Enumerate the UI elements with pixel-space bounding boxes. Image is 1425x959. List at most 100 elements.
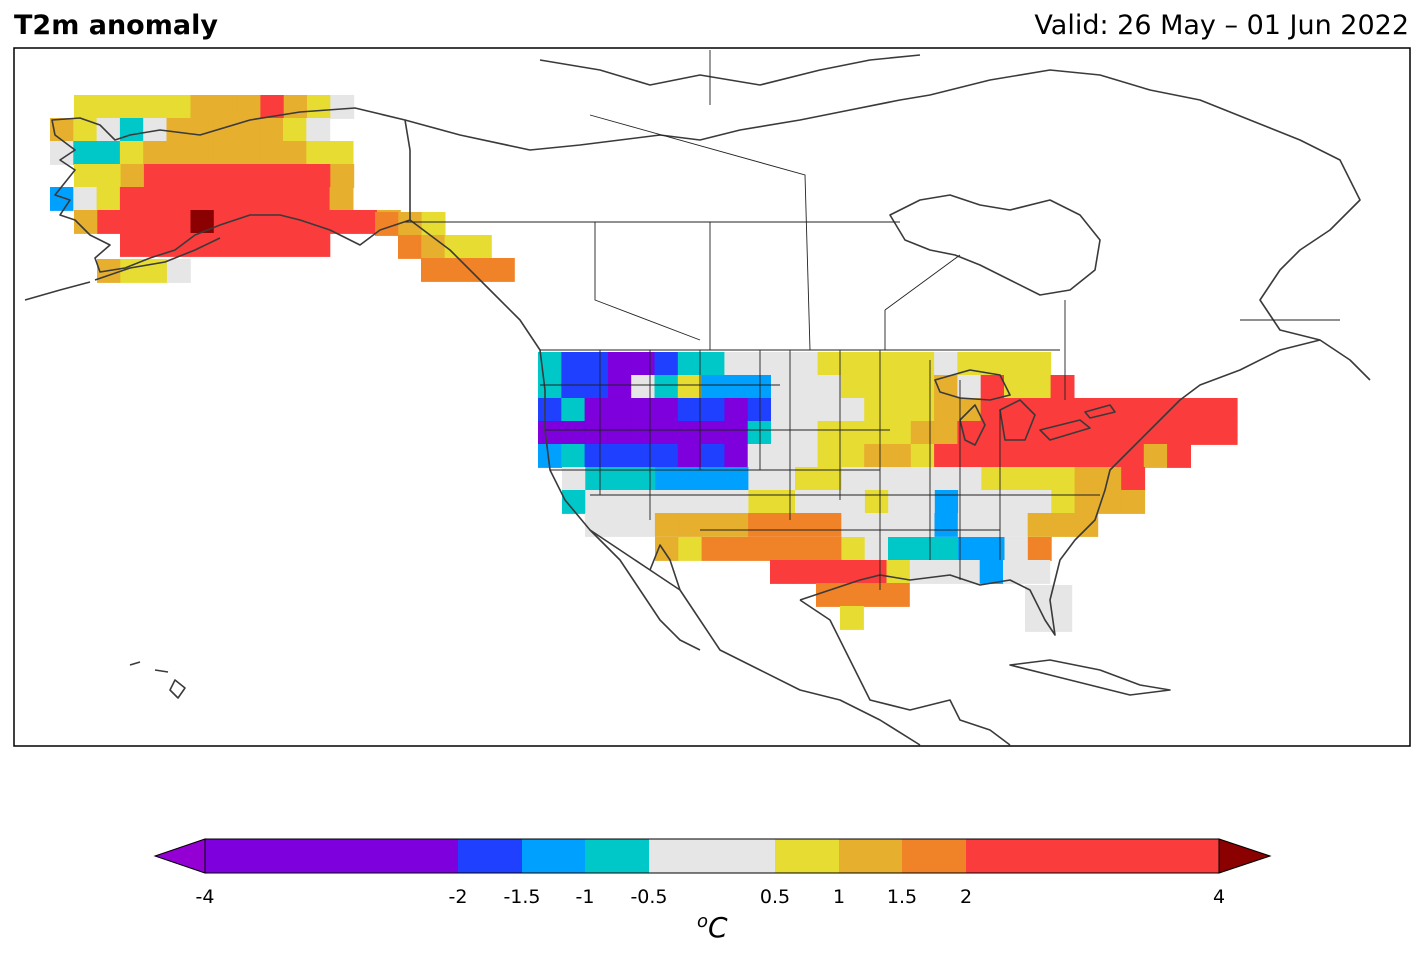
anomaly-cell (607, 352, 632, 376)
anomaly-cell (50, 187, 74, 211)
colorbar-unit-label: oC (697, 911, 728, 944)
anomaly-cell (818, 513, 842, 537)
anomaly-cell (817, 421, 842, 445)
anomaly-cell (1073, 444, 1098, 468)
anomaly-cell (584, 421, 609, 445)
anomaly-cell (143, 233, 168, 257)
anomaly-cell (910, 375, 935, 399)
anomaly-cell (1051, 513, 1075, 537)
colorbar-tick-label: -4 (196, 886, 215, 908)
colorbar-segment (205, 839, 458, 873)
anomaly-cell (840, 398, 865, 422)
anomaly-cell (887, 444, 912, 468)
anomaly-cell (283, 210, 308, 234)
colorbar-segment (839, 839, 902, 873)
anomaly-cell (74, 164, 98, 188)
anomaly-cell (1028, 490, 1052, 514)
colorbar-frame (204, 838, 1220, 874)
anomaly-cell (654, 421, 679, 445)
anomaly-cell (538, 375, 562, 399)
anomaly-cell (1027, 398, 1052, 422)
anomaly-cell (655, 467, 680, 491)
colorbar-segment (585, 839, 649, 873)
anomaly-cell (839, 560, 864, 584)
anomaly-cell (724, 421, 749, 445)
anomaly-cell (748, 513, 772, 537)
anomaly-cell (283, 95, 308, 119)
colorbar-tick-label: 2 (960, 886, 972, 908)
anomaly-cell (585, 490, 610, 514)
anomaly-cell (444, 258, 469, 282)
anomaly-cell (1050, 398, 1075, 422)
anomaly-cell (981, 513, 1005, 537)
anomaly-cell (330, 95, 355, 119)
anomaly-cell (840, 375, 865, 399)
anomaly-cell (306, 141, 331, 165)
anomaly-cell (213, 187, 237, 211)
anomaly-cell (1004, 490, 1029, 514)
anomaly-cell (120, 95, 145, 119)
anomaly-cell (771, 467, 796, 491)
anomaly-cell (444, 235, 469, 259)
anomaly-cell (840, 444, 865, 468)
anomaly-cell (1027, 537, 1052, 561)
anomaly-cell (701, 375, 725, 399)
anomaly-cell (421, 212, 446, 236)
anomaly-cell (50, 141, 74, 165)
anomaly-cell (887, 352, 912, 376)
anomaly-cell (631, 513, 656, 537)
anomaly-cell (1190, 398, 1215, 422)
anomaly-cell (538, 398, 562, 422)
anomaly-cell (236, 187, 261, 211)
anomaly-cell (957, 421, 982, 445)
anomaly-cell (307, 164, 331, 188)
anomaly-cell (1027, 352, 1052, 376)
anomaly-cell (840, 352, 865, 376)
anomaly-cell (794, 444, 819, 468)
anomaly-cell (795, 490, 819, 514)
anomaly-cell (911, 537, 936, 561)
anomaly-cell (561, 375, 586, 399)
anomaly-cell (1073, 398, 1098, 422)
anomaly-cell (421, 235, 446, 259)
colorbar-tick-label: -2 (449, 886, 468, 908)
colorbar-tick-label: -0.5 (630, 886, 667, 908)
anomaly-cell (888, 467, 913, 491)
anomaly-cell (771, 352, 795, 376)
anomaly-cell (631, 398, 656, 422)
anomaly-cell (1120, 398, 1145, 422)
anomaly-cell (467, 258, 492, 282)
colorbar: -4 -2 -1.5 -1 -0.5 0.5 1 1.5 2 4 (153, 838, 1272, 908)
anomaly-cell (190, 164, 215, 188)
anomaly-cell (236, 141, 261, 165)
anomaly-cell (678, 537, 703, 561)
anomaly-cell (1028, 467, 1052, 491)
anomaly-cell (562, 467, 586, 491)
anomaly-cell (885, 583, 910, 607)
anomaly-cell (490, 258, 515, 282)
anomaly-cell (607, 421, 632, 445)
anomaly-cell (584, 444, 609, 468)
anomaly-cell (120, 233, 144, 257)
anomaly-cell (864, 421, 889, 445)
anomaly-cell (330, 164, 355, 188)
anomaly-cell (887, 421, 912, 445)
colorbar-extend-low (153, 838, 206, 874)
anomaly-cell (237, 164, 261, 188)
anomaly-grid (50, 95, 1238, 632)
anomaly-cell (237, 210, 261, 234)
anomaly-cell (725, 467, 749, 491)
anomaly-cell (677, 444, 702, 468)
anomaly-cell (631, 375, 656, 399)
anomaly-cell (934, 490, 959, 514)
anomaly-cell (887, 513, 912, 537)
anomaly-cell (817, 398, 842, 422)
anomaly-cell (1004, 537, 1029, 561)
anomaly-cell (1167, 398, 1191, 422)
anomaly-cell (306, 118, 331, 142)
colorbar-tick-label: 0.5 (760, 886, 790, 908)
anomaly-cell (213, 233, 238, 257)
anomaly-cell (119, 141, 144, 165)
anomaly-cell (724, 398, 749, 422)
anomaly-cell (724, 537, 749, 561)
